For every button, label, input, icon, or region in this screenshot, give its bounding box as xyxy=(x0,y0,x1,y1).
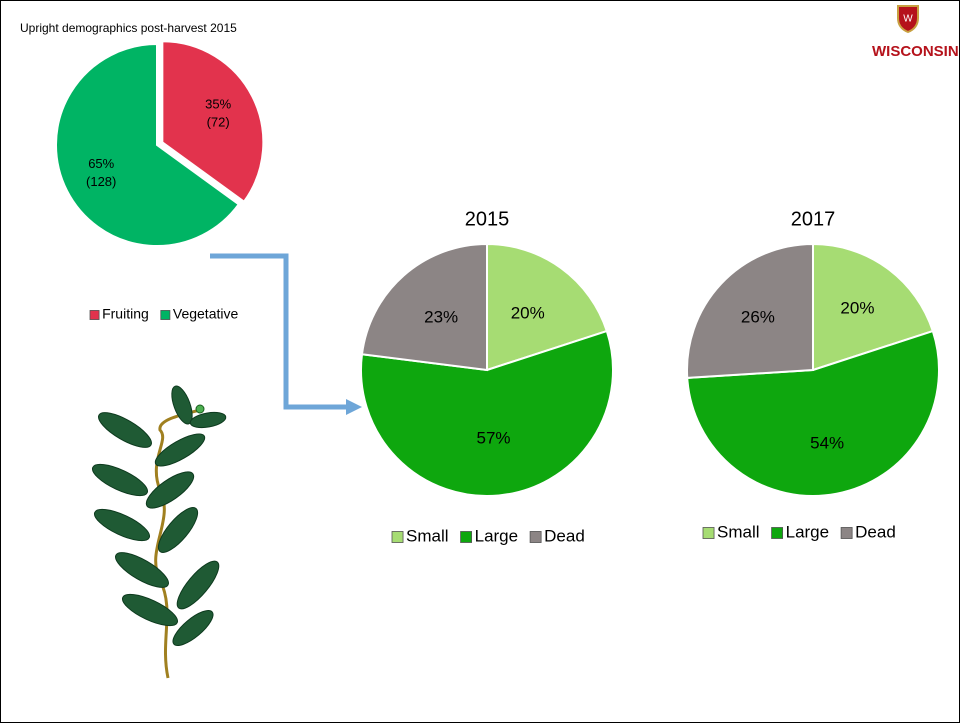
bud xyxy=(195,404,205,414)
legend-swatch xyxy=(771,527,784,539)
legend-label: Small xyxy=(406,526,449,545)
pie-slice xyxy=(360,242,488,372)
pie-slice xyxy=(686,242,814,379)
legend-label: Large xyxy=(786,522,829,541)
leaf xyxy=(121,593,179,627)
data-label: 35% xyxy=(205,96,231,111)
page-title: Upright demographics post-harvest 2015 xyxy=(20,21,237,35)
legend-swatch xyxy=(89,310,100,320)
pie-slice xyxy=(486,242,609,372)
pie-slice xyxy=(161,40,265,204)
pie-slice xyxy=(812,242,935,372)
legend-swatch xyxy=(391,531,404,543)
pie-slice xyxy=(360,329,614,497)
leaf xyxy=(98,412,152,448)
logo: W WISCONSIN xyxy=(872,5,959,60)
logo-text: WISCONSIN xyxy=(872,43,959,60)
leaf xyxy=(171,385,193,425)
leaf xyxy=(115,552,169,588)
data-label: 23% xyxy=(424,308,458,327)
logo-crest xyxy=(897,5,919,34)
connector-arrow xyxy=(210,253,348,410)
logo-mark: W xyxy=(903,14,913,25)
leaf xyxy=(157,507,199,553)
data-label: 65% xyxy=(88,156,114,171)
legend-swatch xyxy=(702,527,715,539)
data-label: 26% xyxy=(741,308,775,327)
count-label: (128) xyxy=(86,174,116,189)
count-label: (72) xyxy=(207,114,230,129)
chart-title: 2015 xyxy=(465,208,510,230)
legend-swatch xyxy=(460,531,473,543)
leaf xyxy=(91,463,149,497)
leaf xyxy=(145,471,195,509)
leaf xyxy=(93,508,151,542)
legend-swatch xyxy=(529,531,542,543)
leaf xyxy=(154,433,206,467)
pie-slice xyxy=(55,42,241,247)
legend-swatch xyxy=(160,310,171,320)
leaf xyxy=(189,411,227,429)
data-label: 57% xyxy=(477,428,511,447)
chart-title: 2017 xyxy=(791,208,836,230)
data-label: 54% xyxy=(810,434,844,453)
legend-label: Dead xyxy=(855,522,896,541)
data-label: 20% xyxy=(840,298,874,317)
data-label: 20% xyxy=(511,303,545,322)
legend-label: Vegetative xyxy=(173,306,239,322)
legend-label: Small xyxy=(717,522,760,541)
plant-illustration xyxy=(91,385,227,679)
legend-label: Dead xyxy=(544,526,585,545)
leaf xyxy=(176,560,220,610)
legend-label: Large xyxy=(475,526,518,545)
legend-label: Fruiting xyxy=(102,306,149,322)
leaf xyxy=(172,610,214,646)
legend-swatch xyxy=(840,527,853,539)
arrow-head xyxy=(346,399,362,415)
pie-slice xyxy=(686,329,940,497)
